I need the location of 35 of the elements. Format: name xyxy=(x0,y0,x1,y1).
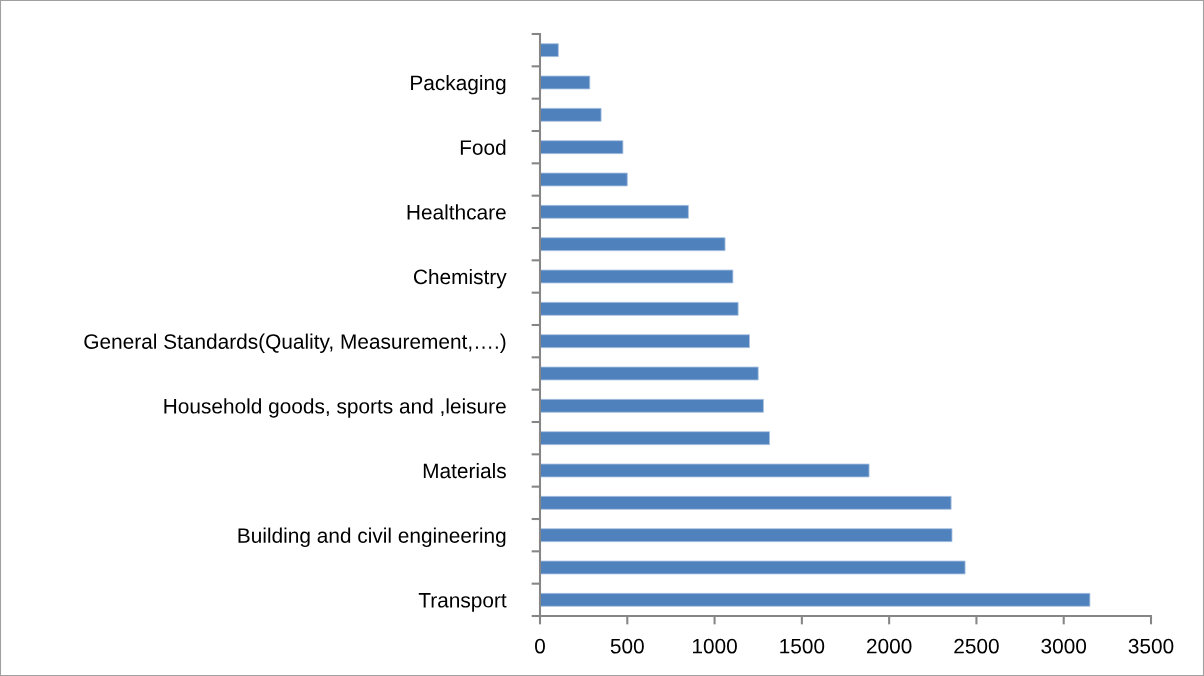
bar xyxy=(540,560,966,575)
bar xyxy=(540,334,750,349)
bar xyxy=(540,398,764,413)
bar xyxy=(540,269,734,284)
y-tick-label: Packaging xyxy=(411,74,506,95)
x-tick-label: 3000 xyxy=(1041,638,1087,654)
y-tick-label: Building and civil engineering xyxy=(238,527,506,548)
y-tick-label: Food xyxy=(460,139,506,155)
y-tick-label: General Standards(Quality, Measurement,….) xyxy=(84,333,506,354)
bar xyxy=(540,366,759,381)
bar xyxy=(540,301,739,316)
y-tick-label: Chemistry xyxy=(413,268,507,289)
y-tick-label: Household goods, sports and ,leisure xyxy=(164,398,506,418)
x-tick-label: 500 xyxy=(610,638,644,654)
bar xyxy=(540,431,770,446)
bar xyxy=(540,592,1091,607)
bar xyxy=(540,463,870,478)
bar xyxy=(540,204,689,219)
bar xyxy=(540,172,628,187)
y-tick-label: Transport xyxy=(418,593,507,612)
bar xyxy=(540,107,602,122)
x-tick-label: 0 xyxy=(535,638,545,654)
x-tick-label: 2000 xyxy=(867,638,912,654)
bar xyxy=(540,528,953,543)
bar xyxy=(540,75,591,90)
x-tick-label: 1500 xyxy=(780,638,825,654)
x-tick-label: 3500 xyxy=(1128,638,1174,654)
bar xyxy=(540,43,559,58)
x-tick-label: 2500 xyxy=(954,638,999,654)
y-tick-label: Materials xyxy=(423,462,506,479)
x-tick-label: 1000 xyxy=(692,638,737,654)
y-tick-label: Healthcare xyxy=(407,204,506,220)
bar xyxy=(540,495,952,510)
bar xyxy=(540,140,624,155)
bar xyxy=(540,237,726,252)
